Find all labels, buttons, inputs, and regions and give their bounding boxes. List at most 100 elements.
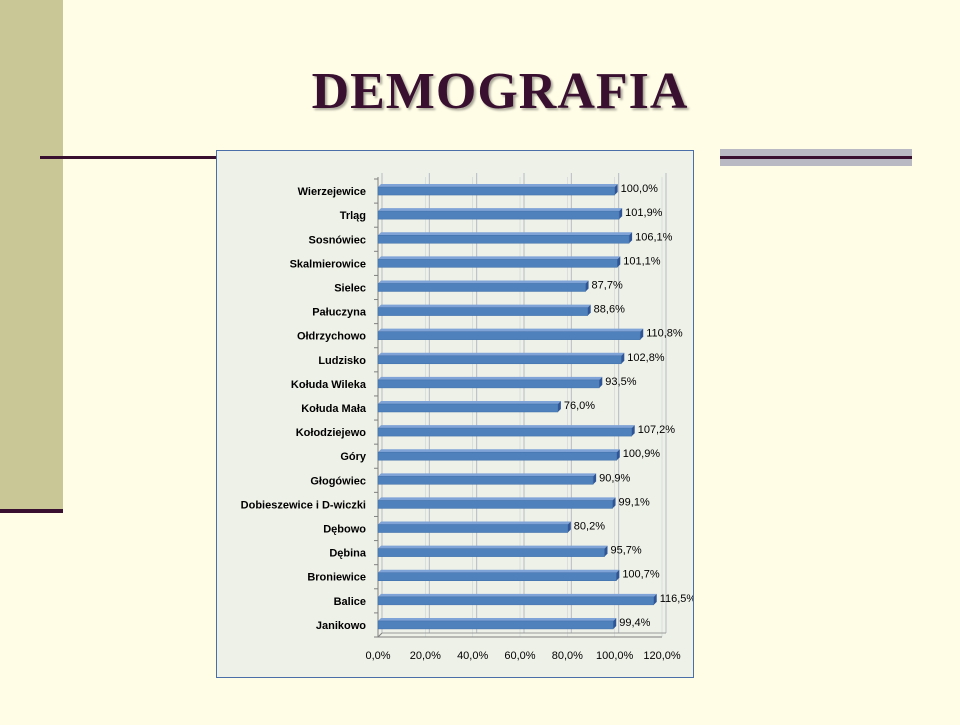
bar <box>377 235 630 244</box>
bar-side-face <box>631 425 635 437</box>
category-label: Sielec <box>334 282 366 294</box>
data-label: 102,8% <box>627 352 665 364</box>
bar-top-face <box>378 449 620 453</box>
data-label: 100,9% <box>623 448 661 460</box>
data-label: 110,8% <box>646 328 683 340</box>
category-label: Sosnówiec <box>309 234 366 246</box>
bar-top-face <box>378 545 608 549</box>
chart-frame: 0,0% 20,0% 40,0% 60,0% 80,0% 100,0% 120,0% Wier… <box>216 150 696 678</box>
bar-top-face <box>378 256 621 260</box>
data-label: 95,7% <box>610 545 641 557</box>
bar <box>377 500 613 509</box>
bar-top-face <box>378 304 591 308</box>
data-label: 107,2% <box>638 424 676 436</box>
bar <box>377 427 632 437</box>
data-label: 101,1% <box>623 255 661 267</box>
category-label: Ludzisko <box>318 355 366 367</box>
bar <box>377 596 654 606</box>
title-divider-left <box>40 156 220 159</box>
bar-side-face <box>617 256 621 268</box>
bar-side-face <box>616 449 620 461</box>
data-label: 101,9% <box>625 207 663 219</box>
bar <box>377 259 618 268</box>
category-label: Janikowo <box>316 620 366 632</box>
axis-depth <box>377 632 383 638</box>
bar-top-face <box>378 569 620 573</box>
bar-top-face <box>378 328 644 332</box>
bar-side-face <box>557 401 561 412</box>
bar <box>377 524 569 533</box>
category-label: Pałuczyna <box>312 307 367 319</box>
bar-side-face <box>612 497 616 509</box>
bar-chart: 0,0% 20,0% 40,0% 60,0% 80,0% 100,0% 120,0% Wier… <box>241 173 696 662</box>
bar <box>377 379 600 389</box>
bar-side-face <box>616 569 620 581</box>
category-label: Broniewice <box>307 572 366 584</box>
bar <box>377 572 617 581</box>
x-tick-label: 40,0% <box>457 650 488 662</box>
bar-top-face <box>378 376 603 380</box>
category-label: Kołuda Mała <box>301 403 367 415</box>
bar-top-face <box>378 184 618 188</box>
left-accent-stripe <box>0 0 63 513</box>
bar-top-face <box>378 208 623 212</box>
category-label: Dębina <box>329 548 367 560</box>
bar-top-face <box>378 521 571 525</box>
data-label: 99,4% <box>619 617 650 629</box>
data-label: 76,0% <box>564 400 595 412</box>
bar-side-face <box>593 473 597 485</box>
bar <box>377 186 615 196</box>
bar <box>377 283 586 292</box>
bar-top-face <box>378 473 597 477</box>
bar-side-face <box>619 208 623 220</box>
bar-side-face <box>653 593 657 605</box>
bar <box>377 210 620 220</box>
category-label: Dębowo <box>323 524 366 536</box>
x-tick-label: 0,0% <box>365 650 390 662</box>
category-label: Skalmierowice <box>290 258 366 270</box>
x-tick-label: 60,0% <box>504 650 535 662</box>
category-label: Balice <box>334 596 366 608</box>
bar <box>377 476 594 485</box>
bar-side-face <box>604 545 608 557</box>
data-label: 106,1% <box>635 231 673 243</box>
x-tick-label: 120,0% <box>643 650 681 662</box>
data-label: 88,6% <box>594 304 625 316</box>
bar-side-face <box>613 617 617 629</box>
x-tick-label: 20,0% <box>410 650 441 662</box>
data-label: 116,5% <box>660 593 693 605</box>
category-label: Kołodziejewo <box>296 427 367 439</box>
bar-side-face <box>629 232 633 244</box>
bar-side-face <box>621 352 625 364</box>
left-stripe-underline <box>0 509 63 513</box>
bar-side-face <box>585 280 589 292</box>
data-label: 90,9% <box>599 472 630 484</box>
data-label: 93,5% <box>605 376 636 388</box>
data-label: 100,0% <box>621 183 659 195</box>
bar-top-face <box>378 232 633 236</box>
category-label: Trląg <box>340 210 366 222</box>
category-label: Góry <box>340 451 367 463</box>
bar-side-face <box>640 328 644 340</box>
x-tick-label: 80,0% <box>552 650 583 662</box>
x-tick-label: 100,0% <box>596 650 634 662</box>
bar-top-face <box>378 425 635 429</box>
bar <box>377 451 618 461</box>
bar <box>377 620 614 630</box>
bar-top-face <box>378 617 617 621</box>
bar-top-face <box>378 352 625 356</box>
bar-top-face <box>378 593 657 597</box>
bar <box>377 355 622 365</box>
title-divider-right <box>720 156 912 159</box>
category-label: Dobieszewice i D-wiczki <box>241 499 366 511</box>
category-label: Głogówiec <box>310 475 366 487</box>
bar-side-face <box>614 184 618 196</box>
category-label: Wierzejewice <box>298 186 366 198</box>
bar <box>377 403 559 413</box>
bar-side-face <box>567 521 571 533</box>
bar <box>377 331 641 340</box>
bar-side-face <box>599 376 603 388</box>
bar-top-face <box>378 497 616 501</box>
category-label: Kołuda Wileka <box>291 379 367 391</box>
bar-top-face <box>378 280 589 284</box>
